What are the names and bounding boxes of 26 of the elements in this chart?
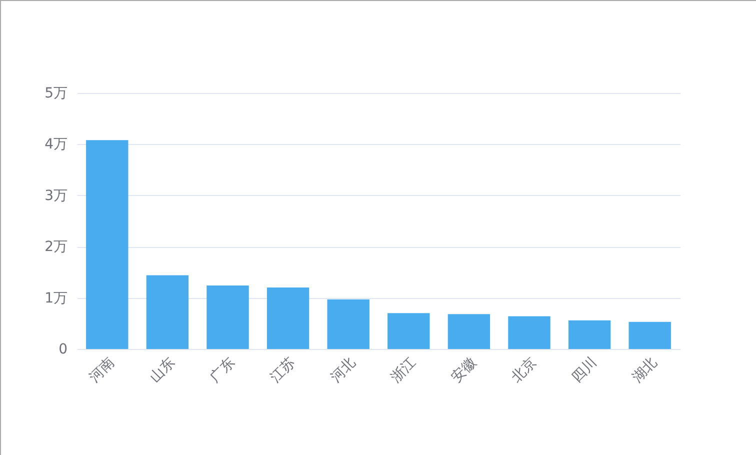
bar: [508, 316, 550, 349]
x-tick-label: 河南: [86, 354, 118, 386]
y-tick-label: 1万: [44, 290, 68, 306]
y-tick-label: 5万: [44, 86, 68, 102]
x-tick-label: 安徽: [448, 354, 480, 386]
x-tick-label: 四川: [569, 354, 600, 386]
y-tick-label: 2万: [44, 239, 68, 256]
bar: [327, 299, 370, 349]
bar: [206, 286, 249, 349]
bar: [448, 314, 490, 349]
y-tick-label: 0: [58, 342, 68, 358]
x-tick-label: 江苏: [268, 354, 299, 386]
x-tick-label: 广东: [207, 354, 238, 386]
y-tick-label: 3万: [44, 188, 68, 204]
bar: [388, 313, 430, 349]
x-tick-label: 山东: [146, 354, 178, 386]
x-tick-label: 湖北: [629, 354, 660, 386]
x-tick-label: 北京: [508, 354, 540, 386]
x-tick-label: 河北: [328, 354, 359, 386]
bar: [568, 320, 611, 349]
bar: [266, 288, 310, 349]
y-tick-label: 4万: [44, 136, 68, 153]
bar: [86, 140, 128, 349]
bar: [146, 275, 189, 349]
bar: [628, 322, 671, 349]
x-tick-label: 浙江: [388, 354, 420, 386]
